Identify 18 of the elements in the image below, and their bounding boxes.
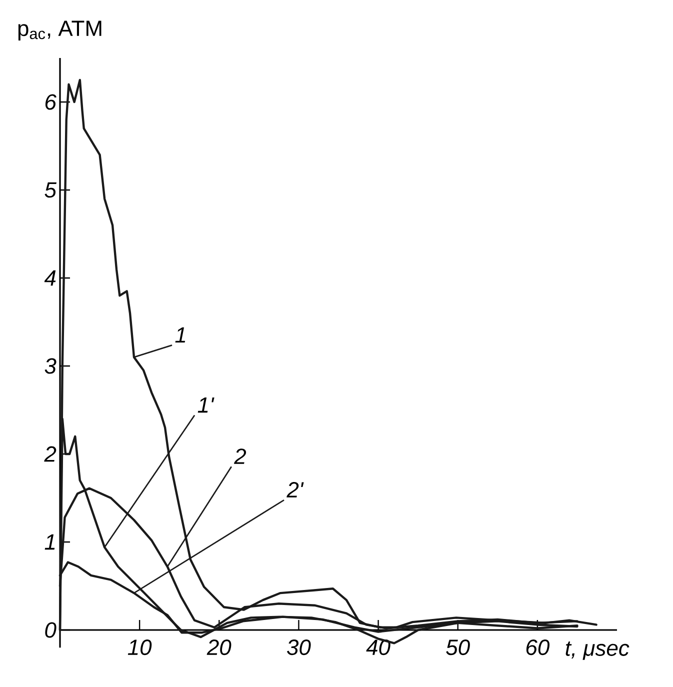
x-tick-label: 60 xyxy=(526,640,550,656)
text: 2' xyxy=(286,482,304,498)
x-axis-title: t, μsec xyxy=(566,641,630,660)
y-tick-label: 2 xyxy=(44,446,56,462)
text: 2 xyxy=(234,448,246,464)
y-axis-title: p$_{ac}$, ATM xyxy=(18,20,102,40)
text: 1' xyxy=(198,397,214,413)
y-tick-label: 0 xyxy=(45,622,56,638)
y-tick-label: 6 xyxy=(45,94,56,110)
x-tick-label: 50 xyxy=(446,640,470,656)
y-tick-label: 5 xyxy=(44,182,57,198)
y-tick-label: 1 xyxy=(44,534,55,550)
y-tick-label: 4 xyxy=(44,270,56,286)
x-tick-label: 30 xyxy=(286,640,311,656)
y-tick-label: 3 xyxy=(44,358,56,374)
x-tick-label: 10 xyxy=(128,640,152,656)
x-tick-label: 20 xyxy=(206,640,232,656)
series-label: 1 xyxy=(175,327,186,342)
